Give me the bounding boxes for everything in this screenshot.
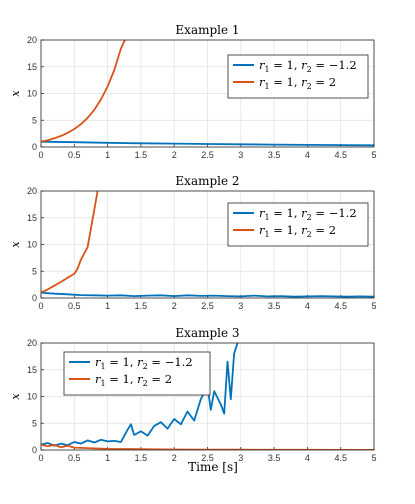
x-tick-label: 2 — [172, 150, 177, 160]
y-tick-label: 0 — [32, 445, 37, 455]
x-tick-label: 4.5 — [334, 453, 347, 463]
x-tick-label: 4 — [305, 453, 310, 463]
x-tick-label: 0 — [38, 150, 43, 160]
x-tick-label: 3 — [238, 150, 243, 160]
x-tick-label: 0.5 — [68, 301, 81, 311]
y-tick-label: 10 — [27, 240, 37, 250]
y-tick-label: 0 — [32, 293, 37, 303]
y-tick-label: 15 — [27, 62, 37, 72]
x-tick-label: 4 — [305, 301, 310, 311]
x-tick-label: 4 — [305, 150, 310, 160]
x-tick-label: 3 — [238, 453, 243, 463]
x-tick-label: 1 — [105, 301, 110, 311]
x-tick-label: 2 — [172, 301, 177, 311]
legend-box — [63, 351, 211, 396]
y-axis-label: x — [9, 241, 22, 248]
x-tick-label: 0 — [38, 453, 43, 463]
series-line-2 — [41, 191, 99, 294]
y-tick-label: 10 — [27, 392, 37, 402]
legend-label: r1 = 1, r2 = −1.2 — [259, 206, 357, 222]
x-tick-label: 3 — [238, 301, 243, 311]
x-tick-label: 1 — [105, 150, 110, 160]
x-tick-label: 1 — [105, 453, 110, 463]
chart-title: Example 3 — [175, 326, 239, 340]
legend-label: r1 = 1, r2 = 2 — [95, 372, 172, 388]
chart-panel-3: 0 0.5 1 1.5 2 2.5 3 3.5 4 4.5 5 0 5 10 15 20 Example 3 x r… — [9, 326, 377, 463]
x-tick-label: 3.5 — [268, 150, 281, 160]
legend-label: r1 = 1, r2 = 2 — [259, 75, 336, 91]
series-line-1 — [41, 343, 239, 447]
x-tick-label: 1.5 — [135, 150, 148, 160]
axes-frame — [40, 342, 375, 451]
series-line-1 — [41, 140, 374, 147]
x-tick-label: 5 — [371, 301, 376, 311]
y-tick-label: 5 — [32, 266, 37, 276]
x-tick-label: 0.5 — [68, 453, 81, 463]
y-tick-label: 15 — [27, 365, 37, 375]
y-tick-label: 20 — [27, 186, 37, 196]
x-tick-label: 5 — [371, 453, 376, 463]
y-tick-label: 15 — [27, 213, 37, 223]
y-tick-label: 0 — [32, 142, 37, 152]
y-axis-label: x — [9, 393, 22, 400]
legend-box — [227, 202, 369, 247]
y-tick-label: 5 — [32, 115, 37, 125]
y-tick-label: 10 — [27, 89, 37, 99]
y-tick-label: 20 — [27, 338, 37, 348]
x-tick-label: 3.5 — [268, 301, 281, 311]
y-tick-label: 5 — [32, 418, 37, 428]
x-tick-label: 5 — [371, 150, 376, 160]
chart-title: Example 2 — [175, 174, 239, 188]
series-line-2 — [41, 40, 126, 143]
x-tick-label: 1.5 — [135, 453, 148, 463]
x-axis-label: Time [s] — [188, 460, 238, 474]
legend-label: r1 = 1, r2 = −1.2 — [259, 58, 357, 74]
x-tick-label: 2.5 — [201, 150, 214, 160]
x-tick-label: 4.5 — [334, 301, 347, 311]
legend-label: r1 = 1, r2 = −1.2 — [95, 355, 193, 371]
series-line-1 — [41, 291, 374, 298]
x-tick-label: 2.5 — [201, 301, 214, 311]
axes-frame — [40, 39, 375, 148]
axes-frame — [40, 190, 375, 299]
y-tick-label: 20 — [27, 35, 37, 45]
y-axis-label: x — [9, 90, 22, 97]
x-tick-label: 4.5 — [334, 150, 347, 160]
legend-label: r1 = 1, r2 = 2 — [259, 223, 336, 239]
legend: r1 = 1, r2 = −1.2r1 = 1, r2 = 2 — [227, 202, 369, 247]
legend-box — [227, 54, 369, 99]
x-tick-label: 0 — [38, 301, 43, 311]
x-tick-label: 2.5 — [201, 453, 214, 463]
chart-title: Example 1 — [175, 23, 239, 37]
chart-panel-1: 0 0.5 1 1.5 2 2.5 3 3.5 4 4.5 5 0 5 10 15 20 Example 1 x r… — [9, 23, 377, 160]
x-tick-label: 1.5 — [135, 301, 148, 311]
x-tick-label: 2 — [172, 453, 177, 463]
x-tick-label: 3.5 — [268, 453, 281, 463]
x-tick-label: 0.5 — [68, 150, 81, 160]
legend: r1 = 1, r2 = −1.2r1 = 1, r2 = 2 — [63, 351, 211, 396]
legend: r1 = 1, r2 = −1.2r1 = 1, r2 = 2 — [227, 54, 369, 99]
chart-panel-2: 0 0.5 1 1.5 2 2.5 3 3.5 4 4.5 5 0 5 10 15 20 Example 2 x r… — [9, 174, 377, 311]
